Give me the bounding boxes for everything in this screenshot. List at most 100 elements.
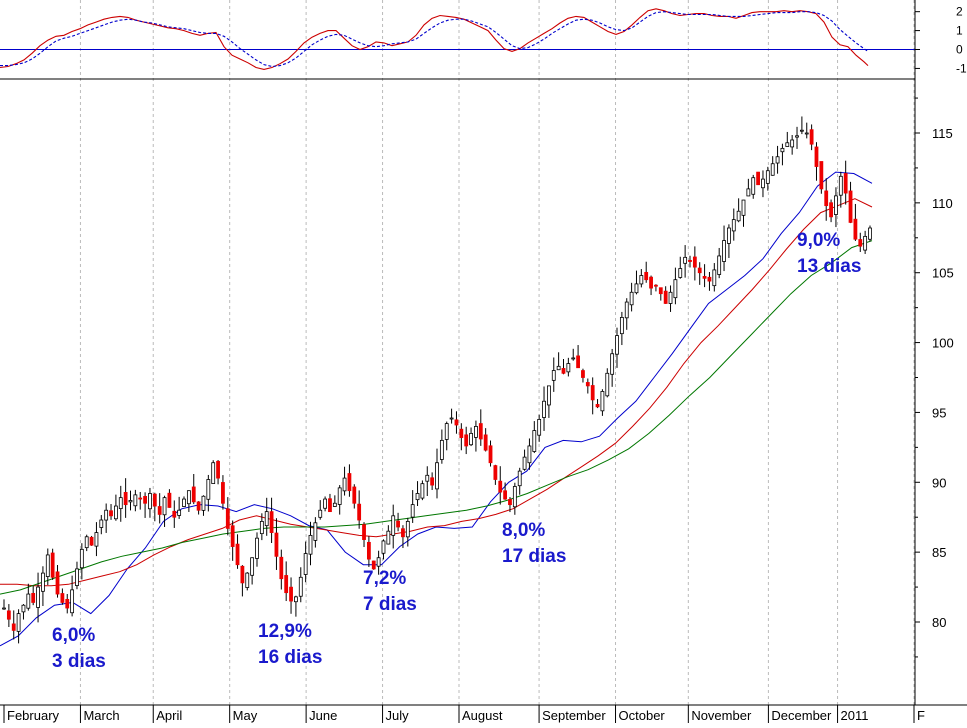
candle-body <box>420 483 425 499</box>
candle-body <box>799 129 804 132</box>
price-y-label-7: 115 <box>932 126 953 141</box>
osc-y-label-2: 0 <box>956 43 963 57</box>
candle-body <box>571 357 576 360</box>
candle-body <box>381 540 386 554</box>
candle-body <box>843 173 848 194</box>
x-tick-label-1: March <box>83 708 119 723</box>
candle-body <box>250 557 255 576</box>
candle-body <box>634 283 639 294</box>
candle-body <box>308 534 313 555</box>
price-y-label-1: 85 <box>932 545 946 560</box>
candle-body <box>79 548 84 569</box>
oscillator-panel <box>0 8 915 80</box>
candle-body <box>376 557 381 567</box>
candle-body <box>751 177 756 195</box>
candle-body <box>770 163 775 176</box>
candle-body <box>493 465 498 480</box>
candle-body <box>527 445 532 464</box>
candle-body <box>167 492 172 508</box>
candle-body <box>551 370 556 381</box>
x-tick-label-8: October <box>619 708 666 723</box>
candle-body <box>430 477 435 486</box>
candle-body <box>128 500 133 503</box>
candle-body <box>391 515 396 536</box>
price-y-label-0: 80 <box>932 615 946 630</box>
price-y-label-2: 90 <box>932 475 946 490</box>
annotations: 6,0% 3 dias 12,9% 16 dias 7,2% 7 dias 8,… <box>52 230 861 672</box>
annotation-2-pct: 12,9% <box>258 621 312 642</box>
candle-body <box>464 434 469 447</box>
candle-body <box>84 536 89 549</box>
annotation-4-days: 17 dias <box>502 546 566 567</box>
candle-body <box>152 493 157 507</box>
candle-body <box>600 391 605 412</box>
candle-body <box>702 276 707 279</box>
candle-body <box>162 497 167 516</box>
annotation-3-pct: 7,2% <box>363 568 406 589</box>
osc-y-label-1: 1 <box>956 24 963 38</box>
candle-body <box>357 503 362 521</box>
x-tick-label-10: December <box>771 708 832 723</box>
candle-body <box>118 497 123 510</box>
candle-body <box>6 610 11 620</box>
candle-body <box>201 495 206 511</box>
candle-body <box>26 593 31 609</box>
candle-body <box>371 560 376 570</box>
candle-body <box>230 525 235 547</box>
candle-body <box>298 576 303 597</box>
candle-body <box>809 129 814 145</box>
candle-body <box>727 227 731 244</box>
candle-body <box>439 439 444 460</box>
candle-body <box>133 494 138 507</box>
candle-body <box>449 417 454 420</box>
candle-body <box>678 268 683 278</box>
candle-body <box>65 598 70 609</box>
candle-body <box>746 188 751 197</box>
candle-body <box>386 530 391 545</box>
candle-body <box>508 499 512 506</box>
candle-body <box>707 276 712 282</box>
candle-body <box>211 462 216 484</box>
candle-body <box>595 404 600 408</box>
candle-body <box>279 556 284 580</box>
candle-body <box>838 175 843 196</box>
candle-body <box>712 269 717 287</box>
candle-body <box>347 473 352 492</box>
price-y-label-6: 110 <box>932 196 953 211</box>
x-tick-label-7: September <box>542 708 606 723</box>
moving-average-1 <box>0 198 873 587</box>
candle-body <box>556 365 561 371</box>
candle-body <box>546 385 551 406</box>
candle-body <box>284 575 289 594</box>
candle-body <box>498 480 503 493</box>
candle-body <box>804 132 809 135</box>
candle-body <box>790 139 795 148</box>
candle-body <box>683 256 688 264</box>
candle-body <box>663 290 668 304</box>
candle-body <box>172 510 177 518</box>
annotation-2-days: 16 dias <box>258 647 322 668</box>
candle-body <box>780 147 785 153</box>
x-tick-label-11: 2011 <box>841 708 869 723</box>
moving-averages <box>0 171 873 647</box>
candle-body <box>785 142 790 147</box>
candle-body <box>503 490 508 500</box>
candle-body <box>566 363 571 373</box>
candle-body <box>245 572 250 588</box>
candle-body <box>615 335 619 355</box>
osc-y-label-3: -1 <box>956 61 967 75</box>
price-y-label-3: 95 <box>932 405 946 420</box>
candle-body <box>259 521 264 535</box>
candle-body <box>590 385 595 401</box>
annotation-1-days: 3 dias <box>52 651 106 672</box>
candle-body <box>323 498 328 509</box>
candle-body <box>177 509 182 516</box>
moving-average-2 <box>0 240 873 595</box>
candle-body <box>834 195 838 215</box>
candle-body <box>435 462 439 490</box>
candle-body <box>186 490 191 505</box>
candle-body <box>2 607 6 610</box>
